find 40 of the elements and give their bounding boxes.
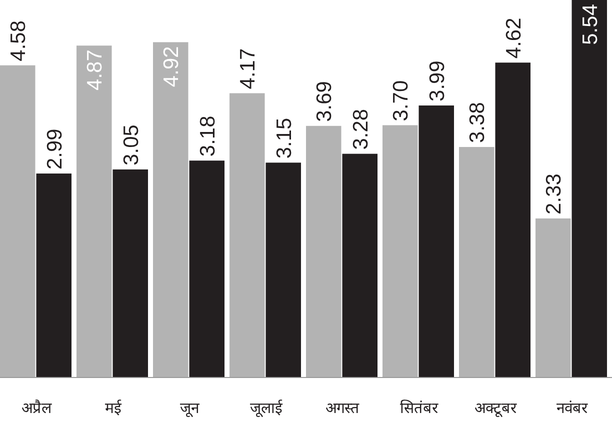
- bar: [495, 62, 530, 377]
- data-label: 3.38: [466, 102, 490, 143]
- data-label: 4.17: [236, 48, 260, 90]
- data-label: 3.70: [390, 80, 413, 122]
- data-label: 2.33: [542, 174, 566, 214]
- x-tick-label: जूलाई: [250, 399, 283, 418]
- data-label: 3.28: [349, 108, 372, 150]
- data-label: 2.99: [43, 128, 66, 170]
- bar: [153, 42, 188, 377]
- bar: [382, 125, 418, 377]
- bar: [36, 174, 72, 377]
- data-label: 3.18: [196, 116, 220, 157]
- x-tick-label: नवंबर: [556, 400, 588, 417]
- bar: [230, 93, 265, 377]
- data-label: 3.05: [120, 124, 143, 166]
- data-label: 4.92: [160, 46, 184, 88]
- x-tick-label: अक्टूबर: [474, 400, 518, 418]
- data-label: 3.99: [426, 60, 449, 102]
- bar: [342, 154, 378, 377]
- data-label: 4.87: [84, 50, 107, 90]
- bar: [572, 0, 607, 377]
- data-label: 4.58: [7, 20, 30, 62]
- x-tick-label: जून: [180, 400, 200, 418]
- data-label: 4.62: [502, 18, 526, 59]
- bar: [76, 46, 112, 377]
- data-label: 3.69: [313, 81, 336, 122]
- bar: [189, 160, 224, 377]
- x-tick-label: अप्रैल: [21, 399, 52, 417]
- data-label: 3.15: [272, 118, 296, 159]
- bar: [418, 105, 454, 377]
- bar: [459, 146, 494, 377]
- x-tick-label: मई: [104, 399, 122, 417]
- x-tick-label: अगस्त: [325, 400, 360, 417]
- bar: [112, 169, 148, 377]
- bar: [266, 162, 301, 377]
- bar: [0, 65, 36, 377]
- x-tick-label: सितंबर: [400, 399, 439, 417]
- data-label: 5.54: [578, 4, 602, 45]
- bar: [536, 218, 571, 377]
- bar: [306, 126, 342, 377]
